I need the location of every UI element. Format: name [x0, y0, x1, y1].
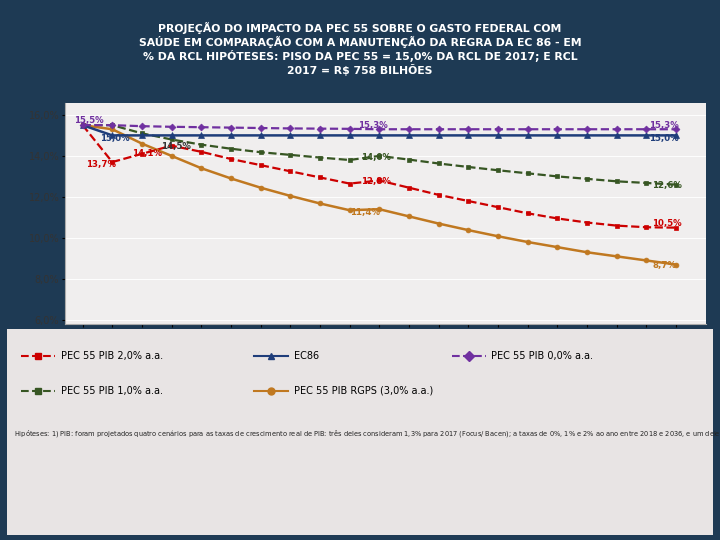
Text: EC86: EC86: [294, 351, 319, 361]
Text: PEC 55 PIB 0,0% a.a.: PEC 55 PIB 0,0% a.a.: [491, 351, 593, 361]
Text: 15,0%: 15,0%: [649, 134, 679, 143]
Text: PROJEÇÃO DO IMPACTO DA PEC 55 SOBRE O GASTO FEDERAL COM
SAÚDE EM COMPARAÇÃO COM : PROJEÇÃO DO IMPACTO DA PEC 55 SOBRE O GA…: [139, 22, 581, 76]
Text: 14,0%: 14,0%: [361, 153, 392, 163]
Text: PEC 55 PIB RGPS (3,0% a.a.): PEC 55 PIB RGPS (3,0% a.a.): [294, 386, 433, 396]
Text: 14,5%: 14,5%: [161, 143, 191, 151]
Text: 12,6%: 12,6%: [652, 181, 682, 190]
Text: 15,3%: 15,3%: [649, 120, 679, 130]
Text: 15,3%: 15,3%: [359, 120, 388, 130]
Text: PEC 55 PIB 1,0% a.a.: PEC 55 PIB 1,0% a.a.: [60, 386, 163, 396]
Text: 8,7%: 8,7%: [652, 261, 676, 270]
Text: 14,1%: 14,1%: [132, 149, 161, 158]
Text: 11,4%: 11,4%: [350, 208, 379, 217]
Text: 15,0%: 15,0%: [100, 134, 130, 143]
Text: Hipóteses: 1) PIB: foram projetados quatro cenários para as taxas de crescimento: Hipóteses: 1) PIB: foram projetados quat…: [14, 428, 720, 439]
Text: 13,7%: 13,7%: [86, 160, 116, 170]
Text: 10,5%: 10,5%: [652, 219, 682, 228]
Text: 12,8%: 12,8%: [361, 177, 392, 186]
FancyBboxPatch shape: [4, 328, 716, 536]
Text: PEC 55 PIB 2,0% a.a.: PEC 55 PIB 2,0% a.a.: [60, 351, 163, 361]
Text: 15,5%: 15,5%: [73, 116, 104, 125]
